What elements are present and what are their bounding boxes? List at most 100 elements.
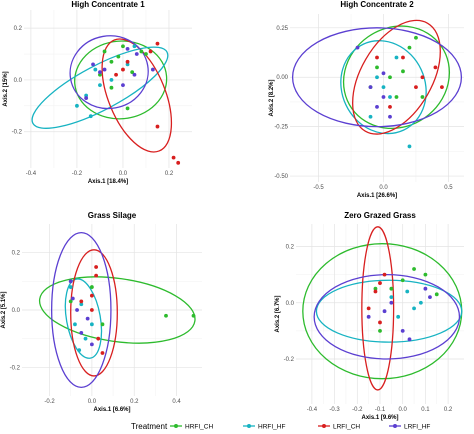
point-LRFI_HF	[368, 85, 373, 90]
x-axis-label: Axis.1 [26.6%]	[357, 193, 397, 199]
point-LRFI_CH	[96, 336, 101, 341]
x-tick-label: -0.2	[72, 171, 83, 177]
point-HRFI_CH	[102, 49, 107, 54]
point-LRFI_CH	[121, 67, 125, 72]
point-HRFI_CH	[400, 278, 405, 283]
y-tick-label: 0.25	[276, 26, 288, 32]
point-HRFI_HF	[98, 83, 102, 88]
point-HRFI_CH	[414, 35, 418, 40]
point-LRFI_HF	[70, 296, 75, 301]
x-axis-label: Axis.1 [6.6%]	[93, 407, 130, 413]
y-tick-label: -0.50	[274, 174, 288, 180]
confidence-ellipse-LRFI_CH	[101, 38, 173, 153]
y-tick-label: -0.25	[274, 125, 288, 131]
point-LRFI_HF	[132, 72, 137, 77]
confidence-ellipse-LRFI_HF	[50, 231, 112, 389]
panel-3: Grass Silage-0.2 0.0 0.2 0.4-0.20.00.2Axis.…	[1, 211, 202, 413]
point-LRFI_HF	[381, 95, 386, 99]
point-LRFI_HF	[102, 67, 107, 72]
x-tick-label: -0.2	[352, 407, 363, 413]
point-HRFI_HF	[394, 55, 399, 60]
point-HRFI_CH	[100, 322, 105, 327]
point-HRFI_CH	[375, 65, 379, 70]
point-HRFI_CH	[125, 106, 130, 111]
legend-label-LRFI_CH: LRFI_CH	[333, 424, 360, 431]
point-LRFI_CH	[79, 299, 84, 304]
point-HRFI_CH	[89, 285, 94, 289]
point-LRFI_CH	[373, 289, 378, 294]
marks	[291, 19, 463, 149]
y-tick-label: 0.00	[276, 75, 288, 81]
x-tick-label: 0.5	[444, 185, 453, 191]
point-HRFI_HF	[73, 322, 77, 327]
legend-label-HRFI_HF: HRFI_HF	[258, 424, 285, 431]
marks	[302, 226, 463, 391]
point-HRFI_HF	[79, 302, 84, 307]
point-HRFI_HF	[368, 114, 373, 119]
panel-title: Grass Silage	[88, 211, 137, 220]
point-HRFI_CH	[139, 49, 144, 54]
point-HRFI_HF	[381, 85, 386, 90]
x-tick-label: 0.0	[399, 407, 408, 413]
point-HRFI_HF	[109, 78, 114, 82]
y-tick-label: 0.0	[14, 78, 23, 84]
panel-title: High Concentrate 2	[340, 0, 414, 9]
point-HRFI_CH	[68, 299, 73, 304]
point-LRFI_HF	[75, 308, 79, 312]
point-LRFI_CH	[401, 55, 405, 60]
point-LRFI_HF	[355, 45, 360, 50]
point-LRFI_HF	[125, 46, 130, 51]
point-HRFI_CH	[378, 328, 382, 333]
point-LRFI_CH	[366, 306, 371, 311]
point-LRFI_HF	[91, 62, 95, 67]
point-HRFI_HF	[88, 114, 93, 119]
point-HRFI_HF	[405, 289, 410, 294]
confidence-ellipse-HRFI_CH	[38, 276, 196, 344]
point-HRFI_CH	[116, 54, 121, 59]
point-LRFI_HF	[407, 337, 412, 342]
point-LRFI_CH	[414, 85, 418, 90]
confidence-ellipse-HRFI_HF	[315, 279, 463, 343]
point-HRFI_CH	[394, 95, 399, 99]
panel-title: Zero Grazed Grass	[344, 211, 416, 220]
y-tick-label: 0.2	[286, 245, 295, 251]
y-axis-label: Axis.2 [8.2%]	[269, 79, 275, 116]
point-HRFI_CH	[420, 95, 425, 99]
point-LRFI_CH	[378, 320, 382, 325]
point-HRFI_CH	[191, 313, 196, 318]
x-tick-label: 0.2	[444, 407, 453, 413]
x-tick-label: -0.5	[313, 185, 324, 191]
point-LRFI_HF	[375, 104, 379, 109]
y-axis-label: Axis.2 [15%]	[3, 71, 9, 106]
confidence-ellipse-LRFI_HF	[291, 27, 463, 128]
x-tick-label: 0.4	[172, 399, 181, 405]
panel-1: High Concentrate 1 -0.4 -0.2 0.0 0.2 -0.2 0.0 0…	[3, 0, 192, 185]
point-HRFI_HF	[93, 67, 98, 72]
confidence-ellipse-LRFI_CH	[361, 226, 395, 391]
y-tick-label: -0.2	[12, 130, 23, 136]
point-LRFI_CH	[100, 351, 105, 355]
point-LRFI_CH	[89, 308, 94, 312]
point-HRFI_HF	[396, 314, 401, 319]
x-tick-label: -0.4	[26, 171, 37, 177]
point-HRFI_CH	[434, 292, 439, 297]
y-tick-label: 0.0	[286, 301, 295, 307]
point-LRFI_HF	[84, 96, 89, 100]
legend-label-HRFI_CH: HRFI_CH	[185, 424, 213, 431]
panel-2: High Concentrate 2 -0.5 0.0 0.5 -0.50 -0.25 0.…	[269, 0, 464, 199]
x-tick-label: 0.2	[130, 399, 139, 405]
point-LRFI_HF	[134, 52, 139, 56]
x-axis-label: Axis.1 [9.6%]	[361, 415, 398, 421]
point-LRFI_CH	[94, 273, 99, 278]
point-LRFI_HF	[85, 316, 90, 321]
point-LRFI_HF	[423, 286, 428, 291]
point-HRFI_HF	[132, 44, 137, 49]
point-LRFI_HF	[150, 67, 155, 72]
point-HRFI_CH	[389, 286, 394, 291]
point-LRFI_CH	[440, 85, 444, 90]
point-LRFI_HF	[389, 300, 394, 305]
point-LRFI_CH	[125, 59, 130, 64]
point-LRFI_HF	[400, 328, 405, 333]
point-LRFI_CH	[375, 55, 379, 60]
